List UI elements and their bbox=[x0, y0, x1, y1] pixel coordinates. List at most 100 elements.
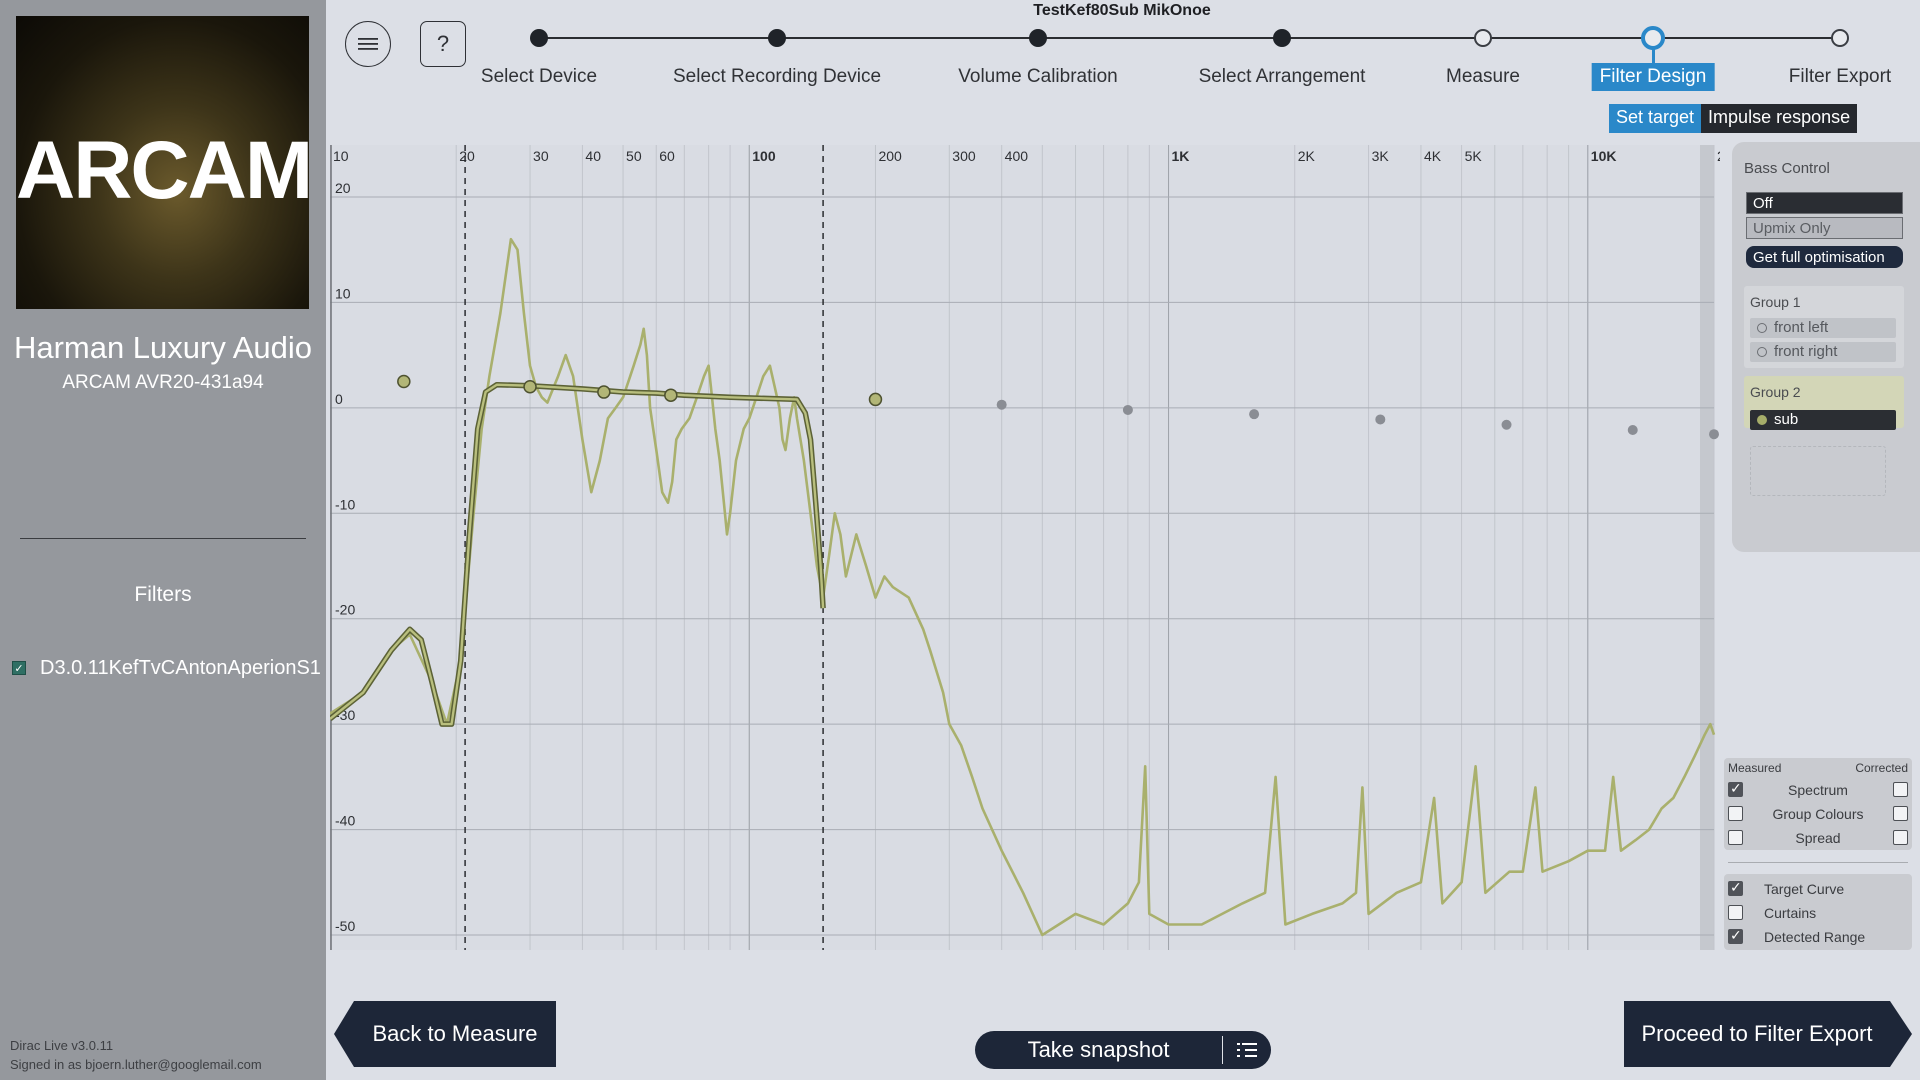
x-tick-label: 60 bbox=[659, 148, 675, 164]
x-tick-label: 10 bbox=[333, 148, 349, 164]
target-handle[interactable] bbox=[664, 388, 678, 402]
spectrum-corrected-checkbox[interactable] bbox=[1893, 782, 1908, 797]
x-tick-label: 5K bbox=[1465, 148, 1483, 164]
proceed-to-filter-export-button[interactable]: Proceed to Filter Export bbox=[1624, 1001, 1912, 1067]
filter-design-subtabs: Set target Impulse response bbox=[1609, 104, 1858, 133]
x-tick-label: 4K bbox=[1424, 148, 1442, 164]
signed-in-label: Signed in as bjoern.luther@googlemail.co… bbox=[10, 1057, 262, 1072]
group-colours-corrected-checkbox[interactable] bbox=[1893, 806, 1908, 821]
device-name: ARCAM AVR20-431a94 bbox=[62, 372, 264, 393]
y-tick-label: 10 bbox=[335, 285, 351, 301]
channel-front-left[interactable]: front left bbox=[1750, 318, 1896, 338]
channel-front-right[interactable]: front right bbox=[1750, 342, 1896, 362]
target-handle[interactable] bbox=[868, 392, 883, 407]
menu-button[interactable] bbox=[345, 21, 391, 67]
group-1[interactable]: Group 1 front left front right bbox=[1744, 286, 1904, 368]
target-handle[interactable] bbox=[1249, 409, 1260, 420]
group-2-title: Group 2 bbox=[1750, 384, 1801, 400]
curtains-label: Curtains bbox=[1764, 905, 1817, 921]
display-options-panel: Measured Corrected Spectrum Group Colour… bbox=[1724, 758, 1912, 850]
logo-text: ARCAM bbox=[16, 125, 313, 216]
channel-label: sub bbox=[1774, 411, 1799, 428]
spectrum-measured-checkbox[interactable] bbox=[1728, 780, 1743, 797]
target-handle[interactable] bbox=[1375, 414, 1386, 425]
sidebar: ARCAM Harman Luxury Audio ARCAM AVR20-43… bbox=[0, 0, 326, 1080]
group-2[interactable]: Group 2 sub bbox=[1744, 376, 1904, 430]
x-tick-label: 10K bbox=[1591, 148, 1617, 164]
spread-corrected-checkbox[interactable] bbox=[1893, 830, 1908, 845]
step-select-recording-device[interactable]: Select Recording Device bbox=[672, 66, 882, 87]
group-colours-measured-checkbox[interactable] bbox=[1728, 806, 1743, 821]
bass-option-upmix-only[interactable]: Upmix Only bbox=[1746, 217, 1903, 239]
bass-control-title: Bass Control bbox=[1744, 160, 1830, 177]
chart-svg[interactable]: 1020304050601002003004001K2K3K4K5K10K20K… bbox=[330, 145, 1720, 950]
spread-measured-checkbox[interactable] bbox=[1728, 830, 1743, 845]
channel-dot-icon bbox=[1757, 415, 1767, 425]
frequency-response-chart[interactable]: 1020304050601002003004001K2K3K4K5K10K20K… bbox=[330, 145, 1720, 950]
step-dot-select-device[interactable] bbox=[530, 29, 548, 47]
take-snapshot-button[interactable]: Take snapshot bbox=[1027, 1037, 1170, 1062]
tab-impulse-response[interactable]: Impulse response bbox=[1701, 104, 1858, 133]
channel-ring-icon bbox=[1757, 323, 1767, 333]
snapshot-divider bbox=[1222, 1036, 1223, 1064]
filter-checkbox[interactable]: ✓ bbox=[12, 661, 26, 675]
panel-separator bbox=[1728, 862, 1908, 863]
channel-label: front right bbox=[1774, 343, 1838, 360]
target-handle[interactable] bbox=[996, 399, 1007, 410]
back-to-measure-button[interactable]: Back to Measure bbox=[334, 1001, 556, 1067]
target-handle[interactable] bbox=[597, 385, 611, 399]
target-handle[interactable] bbox=[1501, 419, 1512, 430]
target-handle[interactable] bbox=[1122, 404, 1133, 415]
list-icon bbox=[1237, 1043, 1257, 1057]
target-handle[interactable] bbox=[1709, 429, 1719, 440]
channel-label: front left bbox=[1774, 319, 1829, 336]
device-logo: ARCAM bbox=[16, 16, 313, 309]
x-tick-label: 400 bbox=[1005, 148, 1029, 164]
target-row-target-curve: Target Curve bbox=[1724, 879, 1912, 900]
filter-item[interactable]: ✓ D3.0.11KefTvCAntonAperionS1 bbox=[12, 655, 321, 681]
y-tick-label: -10 bbox=[335, 496, 355, 512]
group-colours-label: Group Colours bbox=[1772, 806, 1864, 822]
y-tick-label: -20 bbox=[335, 602, 355, 618]
curtains-checkbox[interactable] bbox=[1728, 905, 1743, 920]
bass-option-off[interactable]: Off bbox=[1746, 192, 1903, 214]
measured-spectrum-curve bbox=[330, 237, 1716, 937]
sidebar-divider bbox=[20, 538, 306, 539]
step-dot-measure[interactable] bbox=[1474, 29, 1492, 47]
spectrum-label: Spectrum bbox=[1788, 782, 1848, 798]
target-curve-label: Target Curve bbox=[1764, 881, 1845, 897]
target-handle[interactable] bbox=[523, 380, 537, 394]
target-handle[interactable] bbox=[1627, 424, 1638, 435]
new-group-drop-zone[interactable] bbox=[1750, 446, 1886, 496]
plot-right-edge bbox=[1700, 145, 1714, 950]
step-dot-select-arrangement[interactable] bbox=[1273, 29, 1291, 47]
x-tick-label: 2K bbox=[1298, 148, 1316, 164]
tab-set-target[interactable]: Set target bbox=[1609, 104, 1702, 133]
target-handle[interactable] bbox=[397, 374, 411, 389]
bass-control-panel: Bass Control Off Upmix Only Get full opt… bbox=[1732, 142, 1920, 552]
step-dot-select-recording-device[interactable] bbox=[768, 29, 786, 47]
x-tick-label: 100 bbox=[752, 148, 776, 164]
x-tick-label: 200 bbox=[878, 148, 902, 164]
step-select-arrangement[interactable]: Select Arrangement bbox=[1198, 66, 1366, 87]
detected-range-checkbox[interactable] bbox=[1728, 927, 1743, 944]
target-options-panel: Target Curve Curtains Detected Range bbox=[1724, 874, 1912, 950]
y-tick-label: 20 bbox=[335, 180, 351, 196]
step-measure[interactable]: Measure bbox=[1446, 66, 1520, 87]
step-select-device[interactable]: Select Device bbox=[480, 66, 598, 87]
measured-header: Measured bbox=[1728, 761, 1782, 775]
step-dot-volume-calibration[interactable] bbox=[1029, 29, 1047, 47]
get-full-optimisation-button[interactable]: Get full optimisation bbox=[1746, 246, 1903, 268]
step-volume-calibration[interactable]: Volume Calibration bbox=[958, 66, 1118, 87]
target-curve-checkbox[interactable] bbox=[1728, 879, 1743, 896]
x-tick-label: 20K bbox=[1717, 148, 1720, 164]
target-row-curtains: Curtains bbox=[1724, 904, 1912, 924]
help-button[interactable]: ? bbox=[420, 21, 466, 67]
channel-sub[interactable]: sub bbox=[1750, 410, 1896, 430]
step-filter-design[interactable]: Filter Design bbox=[1591, 63, 1715, 91]
snapshot-list-button[interactable] bbox=[1223, 1041, 1271, 1059]
step-filter-export[interactable]: Filter Export bbox=[1788, 66, 1892, 87]
step-dot-filter-export[interactable] bbox=[1831, 29, 1849, 47]
hamburger-icon bbox=[358, 38, 378, 50]
step-dot-filter-design[interactable] bbox=[1641, 26, 1665, 50]
